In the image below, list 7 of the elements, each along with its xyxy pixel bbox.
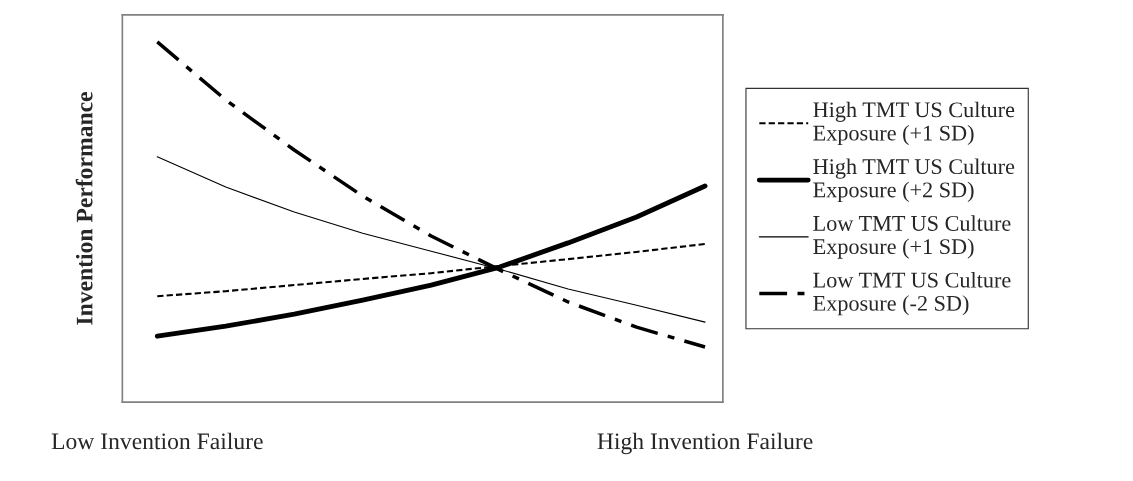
legend-label: Low TMT US Culture Exposure (+1 SD): [813, 215, 1011, 259]
y-axis-title: Invention Performance: [75, 92, 93, 325]
legend-label: Low TMT US Culture Exposure (-2 SD): [813, 271, 1011, 316]
x-tick-label: Low Invention Failure: [51, 432, 263, 450]
legend-label: High TMT US Culture Exposure (+2 SD): [813, 158, 1015, 202]
legend-label: High TMT US Culture Exposure (+1 SD): [813, 101, 1015, 146]
x-tick-label: High Invention Failure: [597, 432, 813, 455]
